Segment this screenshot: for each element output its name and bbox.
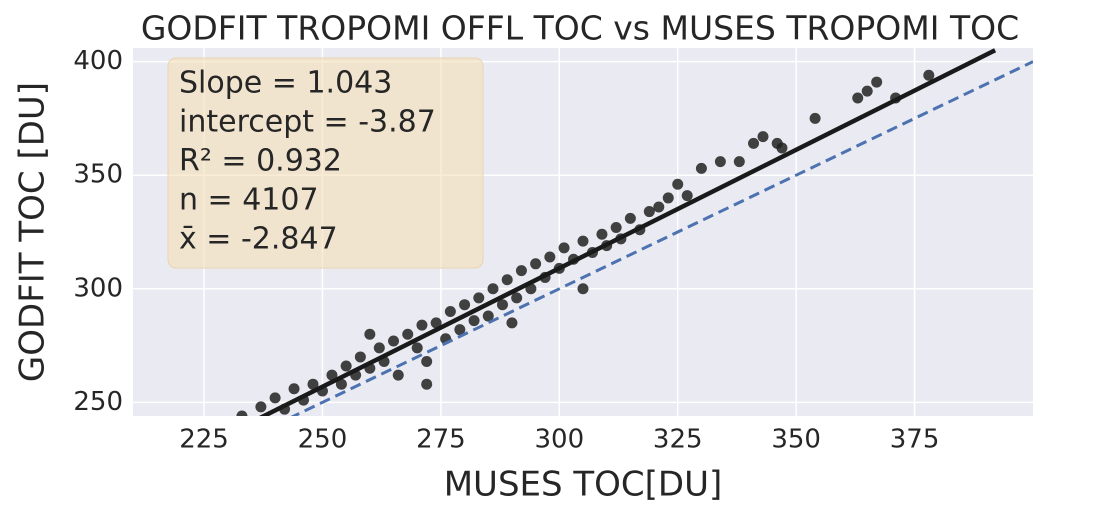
x-tick-label: 375 — [890, 425, 940, 455]
point — [421, 378, 433, 390]
x-tick-label: 325 — [653, 425, 703, 455]
point — [444, 306, 456, 318]
x-tick-label: 250 — [298, 425, 348, 455]
point — [373, 342, 385, 354]
y-tick-label: 250 — [73, 387, 123, 417]
stats-box — [167, 57, 484, 269]
point — [411, 342, 423, 354]
point — [326, 369, 338, 381]
point — [596, 228, 608, 240]
stats-text: n = 4107 — [179, 183, 319, 218]
point — [468, 315, 480, 327]
y-tick-label: 350 — [73, 160, 123, 190]
point — [809, 112, 821, 124]
point — [269, 392, 281, 404]
x-tick-label: 225 — [179, 425, 229, 455]
point — [506, 317, 518, 329]
point — [733, 156, 745, 168]
chart-title: GODFIT TROPOMI OFFL TOC vs MUSES TROPOMI… — [141, 9, 1019, 48]
x-tick-label: 300 — [534, 425, 584, 455]
point — [643, 206, 655, 218]
point — [496, 299, 508, 311]
y-tick-label: 300 — [73, 273, 123, 303]
point — [530, 258, 542, 270]
point — [923, 69, 935, 81]
regression-line — [258, 48, 997, 416]
point — [421, 355, 433, 367]
point — [558, 242, 570, 254]
point — [624, 212, 636, 224]
point — [416, 319, 428, 331]
stats-text: intercept = -3.87 — [179, 105, 436, 140]
point — [871, 76, 883, 88]
point — [364, 328, 376, 340]
point — [388, 335, 400, 347]
stats-text: R² = 0.932 — [179, 144, 342, 179]
point — [288, 383, 300, 395]
point — [662, 192, 674, 204]
x-tick-label: 275 — [416, 425, 466, 455]
point — [454, 324, 466, 336]
point — [335, 378, 347, 390]
reference-line — [290, 60, 1033, 416]
point — [307, 378, 319, 390]
point — [776, 142, 788, 154]
y-tick-label: 400 — [73, 46, 123, 76]
point — [340, 360, 352, 372]
point — [672, 178, 684, 190]
point — [255, 401, 267, 413]
point — [577, 283, 589, 295]
x-axis-label: MUSES TOC[DU] — [444, 465, 723, 505]
point — [610, 221, 622, 233]
point — [487, 283, 499, 295]
point — [236, 410, 248, 416]
point — [430, 317, 442, 329]
point — [861, 85, 873, 97]
point — [714, 156, 726, 168]
point — [681, 190, 693, 202]
point — [459, 299, 471, 311]
point — [511, 292, 523, 304]
point — [577, 235, 589, 247]
stats-text: Slope = 1.043 — [179, 66, 392, 101]
point — [392, 369, 404, 381]
point — [501, 274, 513, 286]
point — [482, 310, 494, 322]
point — [852, 92, 864, 104]
point — [473, 292, 485, 304]
point — [402, 328, 414, 340]
point — [757, 131, 769, 143]
stats-text: x̄ = -2.847 — [179, 222, 338, 257]
point — [748, 137, 760, 149]
y-axis-label: GODFIT TOC [DU] — [13, 82, 53, 382]
point — [653, 201, 665, 213]
x-tick-label: 350 — [771, 425, 821, 455]
point — [515, 265, 527, 277]
point — [695, 162, 707, 174]
point — [354, 351, 366, 363]
point — [544, 251, 556, 263]
